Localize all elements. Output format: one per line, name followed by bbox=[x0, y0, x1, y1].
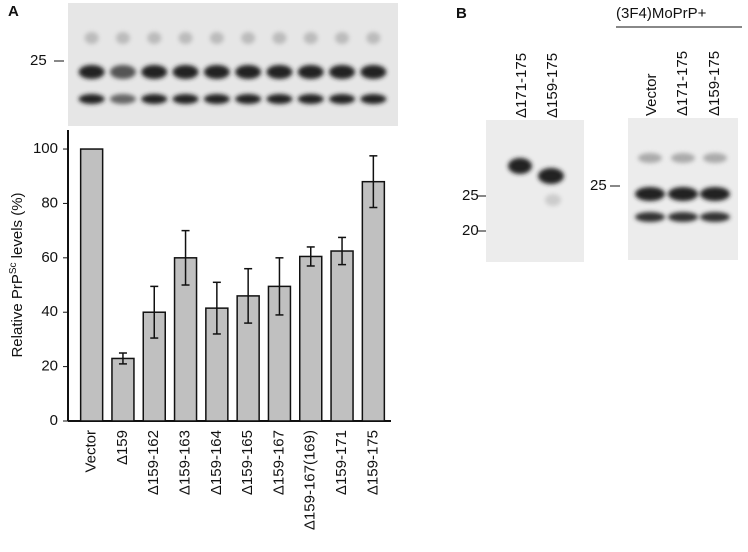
band bbox=[360, 94, 387, 104]
error-bar bbox=[118, 352, 127, 365]
y-axis-label: Relative PrPSc levels (%) bbox=[8, 192, 26, 357]
bar bbox=[330, 250, 354, 422]
error-bar bbox=[150, 285, 159, 339]
lane-label: Vector bbox=[643, 73, 660, 116]
x-tick-label: Δ159-167(169) bbox=[302, 430, 319, 530]
bar bbox=[299, 255, 323, 422]
bar bbox=[361, 180, 386, 422]
x-tick-label: Δ159-165 bbox=[239, 430, 256, 495]
x-tick-label: Δ159 bbox=[114, 430, 131, 465]
group-label: (3F4)MoPrP+ bbox=[616, 5, 707, 22]
band bbox=[115, 32, 130, 44]
band bbox=[272, 32, 287, 44]
lane-label: Δ171-175 bbox=[674, 51, 691, 116]
error-bar bbox=[181, 229, 190, 286]
y-tick-label: 80 bbox=[41, 194, 58, 211]
band bbox=[172, 94, 199, 104]
band bbox=[203, 94, 230, 104]
band bbox=[147, 32, 162, 44]
bands bbox=[635, 153, 730, 222]
band bbox=[297, 65, 324, 79]
bar bbox=[111, 357, 135, 422]
band bbox=[360, 65, 387, 79]
band bbox=[109, 65, 136, 79]
y-tick-label: 0 bbox=[50, 412, 58, 429]
band bbox=[84, 32, 99, 44]
band bbox=[78, 65, 105, 79]
bands bbox=[78, 32, 387, 104]
error-bar bbox=[244, 267, 253, 324]
y-axis-label-sup: Sc bbox=[8, 262, 19, 274]
band bbox=[141, 94, 168, 104]
band bbox=[335, 32, 350, 44]
y-tick-label: 60 bbox=[41, 249, 58, 266]
band bbox=[172, 65, 199, 79]
band bbox=[297, 94, 324, 104]
lane-label: Δ171-175 bbox=[513, 53, 530, 118]
x-tick-label: Δ159-163 bbox=[177, 430, 194, 495]
error-bar bbox=[369, 155, 378, 209]
error-bar bbox=[306, 246, 315, 267]
lane-label: Δ159-175 bbox=[706, 51, 723, 116]
band bbox=[209, 32, 224, 44]
y-tick-label: 40 bbox=[41, 303, 58, 320]
x-tick-label: Δ159-175 bbox=[364, 430, 381, 495]
band bbox=[141, 65, 168, 79]
marker-label: 20 bbox=[462, 222, 479, 239]
y-tick-label: 20 bbox=[41, 358, 58, 375]
band bbox=[109, 94, 136, 104]
blot bbox=[68, 3, 398, 126]
error-bar bbox=[212, 281, 221, 335]
band bbox=[366, 32, 381, 44]
marker-label: 25 bbox=[590, 177, 607, 194]
band bbox=[203, 65, 230, 79]
band bbox=[78, 94, 105, 104]
y-axis-label-text: levels (%) bbox=[9, 192, 26, 262]
band bbox=[235, 65, 262, 79]
band bbox=[266, 65, 293, 79]
band bbox=[241, 32, 256, 44]
band bbox=[266, 94, 293, 104]
x-tick-label: Δ159-162 bbox=[145, 430, 162, 495]
y-axis-label-text: Relative PrP bbox=[9, 274, 26, 357]
x-tick-label: Δ159-167 bbox=[270, 430, 287, 495]
panel-label: A bbox=[8, 3, 19, 20]
panel-label: B bbox=[456, 5, 467, 22]
bar bbox=[79, 148, 104, 422]
error-bar bbox=[275, 257, 284, 316]
band bbox=[329, 65, 356, 79]
band bbox=[178, 32, 193, 44]
band bbox=[303, 32, 318, 44]
x-tick-label: Δ159-171 bbox=[333, 430, 350, 495]
x-tick-label: Δ159-164 bbox=[208, 430, 225, 495]
marker-label: 25 bbox=[462, 187, 479, 204]
bands bbox=[508, 158, 564, 206]
error-bar bbox=[338, 236, 347, 266]
y-tick-label: 100 bbox=[33, 140, 58, 157]
band bbox=[329, 94, 356, 104]
blot bbox=[486, 120, 584, 262]
lane-label: Δ159-175 bbox=[544, 53, 561, 118]
band bbox=[235, 94, 262, 104]
marker-label: 25 bbox=[30, 52, 47, 69]
x-tick-label: Vector bbox=[83, 430, 100, 473]
